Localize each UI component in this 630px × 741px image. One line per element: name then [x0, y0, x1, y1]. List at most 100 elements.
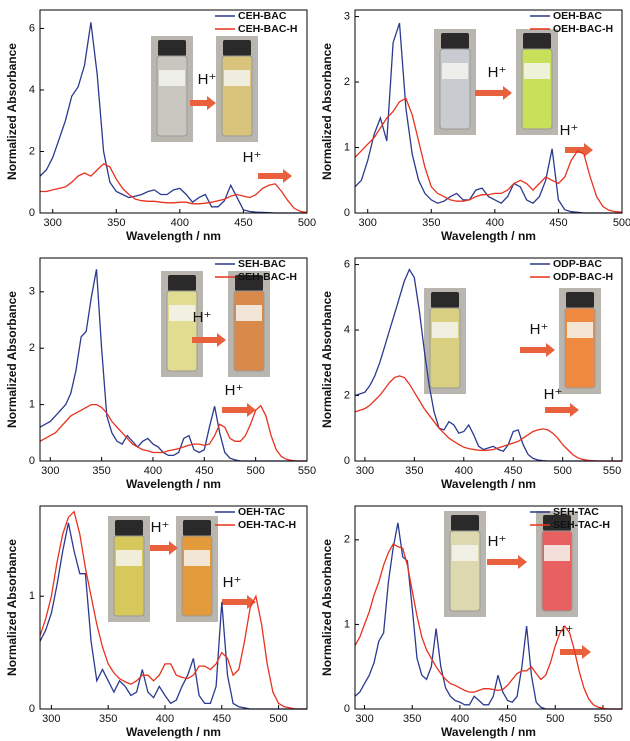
vial-cap [431, 292, 459, 308]
legend-label: ODP-BAC-H [553, 271, 613, 283]
vial-cap [566, 292, 594, 308]
vial-cap [543, 515, 571, 531]
x-tick-label: 500 [298, 217, 316, 229]
vial-body [156, 55, 188, 137]
chart-panel: H⁺ H⁺ 300 350 400 450 500 550 0 1 2 3 SEH-BACSEH-BAC… [5, 257, 316, 491]
y-tick-label: 1 [29, 399, 35, 411]
y-axis-label: Normalized Absorbance [320, 539, 334, 676]
arrow [192, 333, 226, 347]
x-tick-label: 300 [44, 217, 62, 229]
legend-label: OEH-TAC [238, 506, 285, 518]
y-tick-label: 2 [344, 534, 350, 546]
x-tick-label: 300 [356, 465, 374, 477]
y-axis-label: Normalized Absorbance [5, 291, 19, 428]
x-tick-label: 450 [504, 465, 522, 477]
x-tick-label: 400 [455, 465, 473, 477]
y-tick-label: 0 [29, 455, 35, 467]
vial-label [432, 322, 458, 338]
chart-panel: H⁺H⁺300 350 400 450 500 550012SEH-TACSEH-TAC-… [320, 505, 623, 739]
vial-label [452, 545, 478, 561]
vial-cap [183, 520, 211, 536]
y-tick-label: 6 [29, 22, 35, 34]
vial-body [439, 48, 471, 130]
y-tick-label: 1 [29, 590, 35, 602]
vial-body [449, 530, 481, 612]
vial-body [429, 307, 461, 389]
x-axis-label: Wavelength / nm [441, 725, 536, 739]
legend-label: OEH-BAC [553, 10, 602, 22]
vial-body [233, 290, 265, 372]
x-tick-label: 500 [246, 465, 264, 477]
spectrum-line [39, 22, 307, 214]
x-tick-label: 350 [405, 465, 423, 477]
vial-cap [158, 40, 186, 56]
annotation: H⁺ [488, 533, 507, 550]
vial-label [524, 63, 550, 79]
x-tick-label: 350 [422, 217, 440, 229]
y-tick-label: 2 [344, 76, 350, 88]
x-axis-label: Wavelength / nm [441, 477, 536, 491]
y-tick-label: 4 [29, 84, 35, 96]
x-tick-label: 300 [355, 713, 373, 725]
x-tick-label: 400 [451, 713, 469, 725]
x-tick-label: 500 [269, 713, 287, 725]
arrow [258, 169, 292, 183]
x-tick-label: 500 [553, 465, 571, 477]
plot-frame [39, 505, 308, 710]
y-axis-label: Normalized Absorbance [320, 43, 334, 180]
legend-label: SEH-TAC-H [553, 519, 610, 531]
x-axis-label: Wavelength / nm [441, 229, 536, 243]
arrow [487, 555, 527, 569]
y-tick-label: 0 [29, 703, 35, 715]
spectrum-line [39, 510, 307, 710]
x-tick-label: 350 [403, 713, 421, 725]
vial-label [159, 70, 185, 86]
vial-label [442, 63, 468, 79]
legend-label: SEH-BAC-H [238, 271, 297, 283]
annotation: H⁺ [225, 382, 244, 399]
vial-label [224, 70, 250, 86]
x-tick-label: 500 [546, 713, 564, 725]
arrow [150, 541, 178, 555]
vial-body [181, 535, 213, 617]
y-tick-label: 1 [344, 618, 350, 630]
arrow [560, 645, 591, 659]
legend-label: CEH-BAC [238, 10, 287, 22]
spectrum-line [354, 543, 622, 710]
x-tick-label: 500 [613, 217, 630, 229]
annotation: H⁺ [223, 574, 242, 591]
vial-cap [523, 33, 551, 49]
plot-frame [354, 257, 623, 462]
arrow [222, 595, 256, 609]
y-tick-label: 0 [344, 207, 350, 219]
vial-body [221, 55, 253, 137]
vial-cap [168, 275, 196, 291]
vial-cap [115, 520, 143, 536]
y-tick-label: 3 [344, 10, 350, 22]
vial-body [564, 307, 596, 389]
x-tick-label: 300 [41, 465, 59, 477]
x-tick-label: 300 [359, 217, 377, 229]
arrow [565, 143, 593, 157]
annotation: H⁺ [193, 309, 212, 326]
x-tick-label: 400 [171, 217, 189, 229]
arrow [190, 96, 216, 110]
x-tick-label: 350 [92, 465, 110, 477]
x-axis-label: Wavelength / nm [126, 229, 221, 243]
vial-label [236, 305, 262, 321]
annotation: H⁺ [560, 122, 579, 139]
x-axis-label: Wavelength / nm [126, 725, 221, 739]
y-tick-label: 2 [29, 342, 35, 354]
x-tick-label: 350 [107, 217, 125, 229]
y-tick-label: 0 [344, 703, 350, 715]
y-tick-label: 1 [344, 141, 350, 153]
legend-label: SEH-BAC [238, 258, 286, 270]
annotation: H⁺ [544, 386, 563, 403]
vial-body [166, 290, 198, 372]
annotation: H⁺ [530, 321, 549, 338]
x-tick-label: 450 [549, 217, 567, 229]
y-tick-label: 0 [344, 455, 350, 467]
x-tick-label: 300 [42, 713, 60, 725]
y-tick-label: 3 [29, 286, 35, 298]
